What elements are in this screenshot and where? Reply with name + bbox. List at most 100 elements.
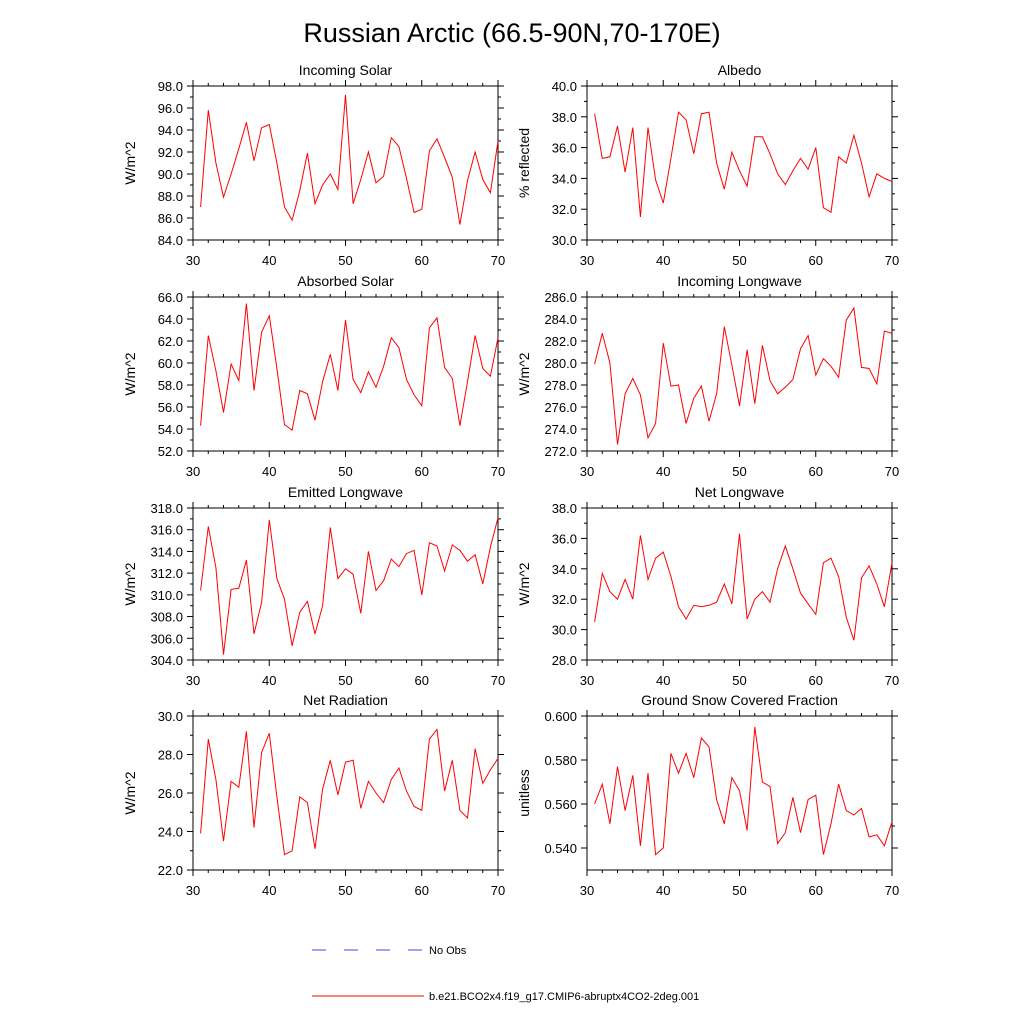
x-tick-label: 70 bbox=[885, 673, 899, 688]
plot-frame bbox=[586, 507, 893, 661]
y-tick-label: 40.0 bbox=[552, 79, 577, 94]
y-axis-label: W/m^2 bbox=[516, 562, 532, 605]
x-tick-label: 50 bbox=[338, 253, 352, 268]
panel-title: Incoming Longwave bbox=[677, 273, 802, 289]
y-tick-label: 312.0 bbox=[150, 566, 183, 581]
y-tick-label: 62.0 bbox=[158, 334, 183, 349]
y-tick-label: 52.0 bbox=[158, 444, 183, 459]
y-tick-label: 66.0 bbox=[158, 290, 183, 305]
x-tick-label: 50 bbox=[732, 464, 746, 479]
plot-frame bbox=[192, 715, 499, 871]
y-tick-label: 34.0 bbox=[552, 562, 577, 577]
y-tick-label: 30.0 bbox=[158, 709, 183, 724]
y-tick-label: 0.560 bbox=[544, 797, 577, 812]
chart-panel: Net Radiation W/m^2 22.0 24.0 26.0 28.0 30.0 30… bbox=[122, 692, 505, 898]
panel-title: Albedo bbox=[718, 62, 762, 78]
y-axis-label: W/m^2 bbox=[122, 771, 138, 814]
y-tick-label: 28.0 bbox=[158, 748, 183, 763]
series-line bbox=[594, 726, 893, 856]
y-tick-label: 272.0 bbox=[544, 444, 577, 459]
x-tick-label: 60 bbox=[415, 883, 429, 898]
chart-panel: Incoming Longwave W/m^2 272.0 274.0 276.0 278… bbox=[516, 273, 899, 479]
x-tick-label: 50 bbox=[732, 673, 746, 688]
y-tick-label: 60.0 bbox=[158, 356, 183, 371]
y-tick-label: 88.0 bbox=[158, 189, 183, 204]
x-tick-label: 40 bbox=[656, 673, 670, 688]
figure-title: Russian Arctic (66.5-90N,70-170E) bbox=[303, 18, 720, 48]
y-tick-label: 92.0 bbox=[158, 145, 183, 160]
y-tick-label: 90.0 bbox=[158, 167, 183, 182]
y-tick-label: 0.600 bbox=[544, 709, 577, 724]
panel-title: Absorbed Solar bbox=[297, 273, 394, 289]
y-tick-label: 314.0 bbox=[150, 544, 183, 559]
x-tick-label: 40 bbox=[262, 673, 276, 688]
x-tick-label: 40 bbox=[656, 464, 670, 479]
series-line bbox=[200, 303, 499, 431]
series-line bbox=[594, 306, 893, 445]
x-tick-label: 40 bbox=[656, 253, 670, 268]
chart-panel: Net Longwave W/m^2 28.0 30.0 32.0 34.0 36.0 38.… bbox=[516, 484, 899, 688]
y-tick-label: 276.0 bbox=[544, 400, 577, 415]
y-tick-label: 32.0 bbox=[552, 592, 577, 607]
panel-title: Net Longwave bbox=[695, 484, 785, 500]
y-tick-label: 282.0 bbox=[544, 334, 577, 349]
x-tick-label: 60 bbox=[415, 673, 429, 688]
y-tick-label: 56.0 bbox=[158, 400, 183, 415]
x-tick-label: 40 bbox=[262, 464, 276, 479]
y-axis-label: W/m^2 bbox=[516, 352, 532, 395]
y-tick-label: 32.0 bbox=[552, 202, 577, 217]
y-tick-label: 96.0 bbox=[158, 101, 183, 116]
y-tick-label: 86.0 bbox=[158, 211, 183, 226]
x-tick-label: 30 bbox=[580, 673, 594, 688]
x-tick-label: 70 bbox=[491, 253, 505, 268]
y-axis-label: W/m^2 bbox=[122, 352, 138, 395]
panel-title: Net Radiation bbox=[303, 692, 388, 708]
series-line bbox=[200, 517, 499, 655]
y-tick-label: 54.0 bbox=[158, 422, 183, 437]
y-tick-label: 304.0 bbox=[150, 653, 183, 668]
y-tick-label: 0.540 bbox=[544, 841, 577, 856]
panels: Incoming Solar W/m^2 84.0 86.0 88.0 90.0 92.0 9… bbox=[122, 62, 899, 898]
y-tick-label: 38.0 bbox=[552, 110, 577, 125]
series-line bbox=[594, 111, 893, 217]
y-axis-label: % reflected bbox=[516, 128, 532, 198]
x-tick-label: 50 bbox=[338, 673, 352, 688]
chart-panel: Albedo % reflected 30.0 32.0 34.0 36.0 38.0 40.… bbox=[516, 62, 899, 268]
x-tick-label: 40 bbox=[656, 883, 670, 898]
x-tick-label: 60 bbox=[415, 253, 429, 268]
chart-panel: Emitted Longwave W/m^2 304.0 306.0 308.0 310.… bbox=[122, 484, 505, 688]
y-tick-label: 310.0 bbox=[150, 588, 183, 603]
y-tick-label: 280.0 bbox=[544, 356, 577, 371]
panel-title: Emitted Longwave bbox=[288, 484, 403, 500]
y-tick-label: 64.0 bbox=[158, 312, 183, 327]
panel-title: Incoming Solar bbox=[299, 62, 393, 78]
chart-panel: Absorbed Solar W/m^2 52.0 54.0 56.0 58.0 60.0 6… bbox=[122, 273, 505, 479]
plot-frame bbox=[192, 507, 499, 661]
x-tick-label: 50 bbox=[338, 464, 352, 479]
x-tick-label: 70 bbox=[491, 673, 505, 688]
x-tick-label: 70 bbox=[491, 464, 505, 479]
legend-model-label: b.e21.BCO2x4.f19_g17.CMIP6-abruptx4CO2-2… bbox=[429, 991, 699, 1003]
y-tick-label: 58.0 bbox=[158, 378, 183, 393]
x-tick-label: 70 bbox=[885, 883, 899, 898]
x-tick-label: 30 bbox=[186, 253, 200, 268]
y-tick-label: 34.0 bbox=[552, 171, 577, 186]
y-tick-label: 286.0 bbox=[544, 290, 577, 305]
chart-panel: Ground Snow Covered Fraction unitless 0.54… bbox=[516, 692, 899, 898]
y-tick-label: 308.0 bbox=[150, 610, 183, 625]
x-tick-label: 30 bbox=[580, 883, 594, 898]
y-tick-label: 28.0 bbox=[552, 653, 577, 668]
y-tick-label: 318.0 bbox=[150, 501, 183, 516]
y-axis-label: unitless bbox=[516, 769, 532, 816]
y-tick-label: 84.0 bbox=[158, 233, 183, 248]
y-tick-label: 278.0 bbox=[544, 378, 577, 393]
y-tick-label: 0.580 bbox=[544, 753, 577, 768]
x-tick-label: 60 bbox=[809, 464, 823, 479]
y-tick-label: 306.0 bbox=[150, 631, 183, 646]
legend-obs-label: No Obs bbox=[429, 945, 467, 957]
x-tick-label: 70 bbox=[885, 253, 899, 268]
x-tick-label: 60 bbox=[809, 253, 823, 268]
x-tick-label: 40 bbox=[262, 883, 276, 898]
x-tick-label: 50 bbox=[338, 883, 352, 898]
